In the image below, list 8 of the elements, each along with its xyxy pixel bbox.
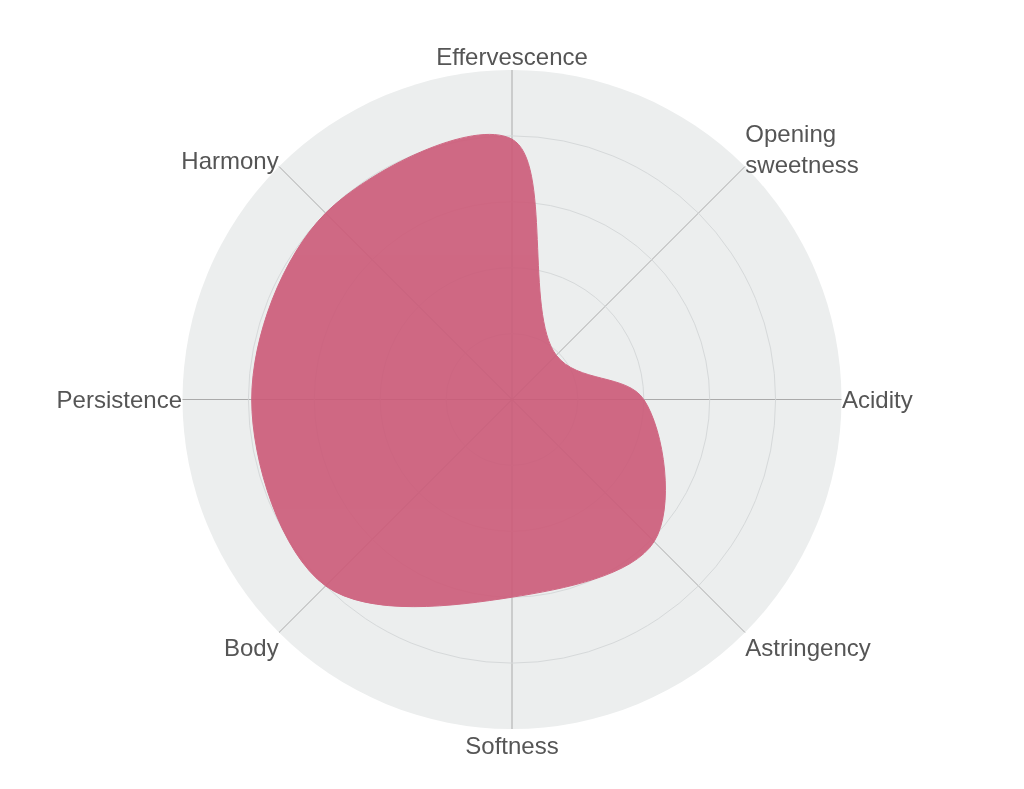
spoke-label: Harmony: [181, 146, 279, 174]
spoke-label: Persistence: [56, 385, 182, 413]
spoke-label: Softness: [465, 731, 559, 759]
spoke-label: Opening sweetness: [745, 120, 859, 179]
spoke-label: Body: [223, 633, 279, 661]
spoke-label: Effervescence: [436, 42, 588, 70]
spoke-label: Astringency: [745, 633, 871, 661]
spoke-label: Acidity: [842, 385, 913, 413]
